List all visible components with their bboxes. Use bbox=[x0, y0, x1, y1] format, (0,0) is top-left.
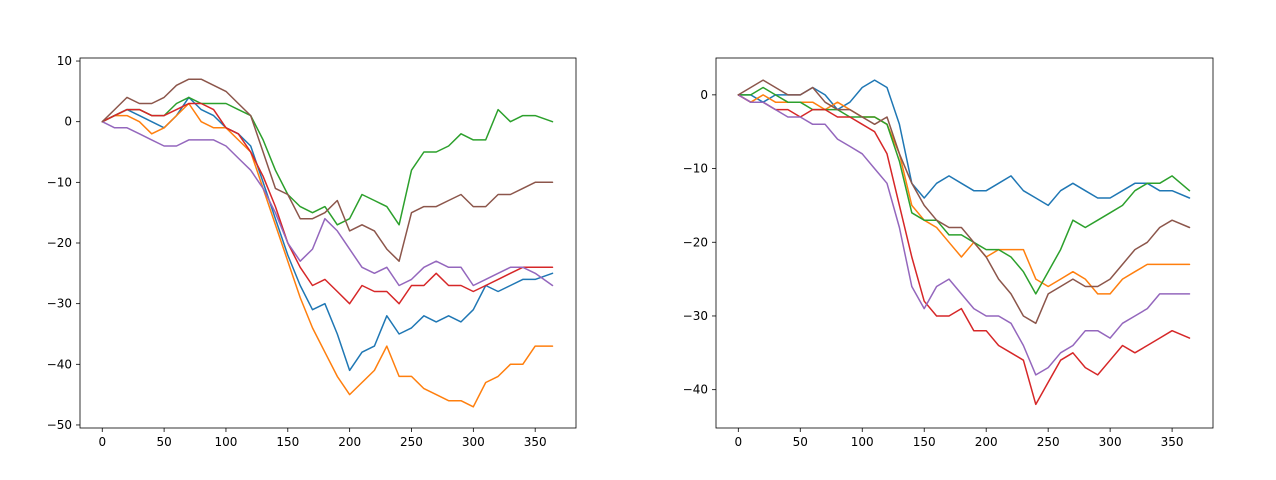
y-tick-label: −20 bbox=[47, 236, 72, 250]
x-tick-label: 200 bbox=[338, 435, 361, 449]
x-tick-label: 300 bbox=[1099, 435, 1122, 449]
y-tick-label: 10 bbox=[57, 54, 72, 68]
x-tick-label: 0 bbox=[734, 435, 742, 449]
y-tick-label: 0 bbox=[700, 88, 708, 102]
series-line-3 bbox=[101, 96, 554, 226]
y-tick-label: 0 bbox=[64, 115, 72, 129]
x-tick-label: 250 bbox=[400, 435, 423, 449]
x-tick-label: 300 bbox=[462, 435, 485, 449]
x-tick-label: 150 bbox=[913, 435, 936, 449]
series-line-5 bbox=[101, 120, 554, 287]
x-tick-label: 350 bbox=[524, 435, 547, 449]
series-line-5 bbox=[737, 94, 1191, 376]
series-line-2 bbox=[101, 102, 554, 408]
series-line-2 bbox=[737, 94, 1191, 295]
y-tick-label: −30 bbox=[683, 309, 708, 323]
y-tick-label: −40 bbox=[683, 383, 708, 397]
plot-frame bbox=[715, 57, 1214, 429]
x-tick-label: 50 bbox=[156, 435, 171, 449]
x-tick-label: 200 bbox=[975, 435, 998, 449]
x-tick-label: 150 bbox=[276, 435, 299, 449]
series-line-6 bbox=[737, 79, 1191, 325]
y-tick-label: −30 bbox=[47, 297, 72, 311]
y-tick-label: −20 bbox=[683, 235, 708, 249]
right-line-chart: 0 50 100 150 200 250 300 350 0 −10 −20 −30 −40 bbox=[683, 57, 1214, 449]
series-line-6 bbox=[101, 78, 554, 262]
x-tick-label: 250 bbox=[1037, 435, 1060, 449]
x-tick-label: 50 bbox=[793, 435, 808, 449]
y-tick-label: −50 bbox=[47, 418, 72, 432]
y-tick-label: −10 bbox=[683, 162, 708, 176]
y-tick-label: −10 bbox=[47, 175, 72, 189]
series-line-4 bbox=[101, 102, 554, 305]
x-tick-label: 100 bbox=[215, 435, 238, 449]
y-tick-label: −40 bbox=[47, 357, 72, 371]
x-tick-label: 0 bbox=[98, 435, 106, 449]
x-tick-label: 350 bbox=[1161, 435, 1184, 449]
x-tick-label: 100 bbox=[851, 435, 874, 449]
series-line-4 bbox=[737, 94, 1191, 406]
